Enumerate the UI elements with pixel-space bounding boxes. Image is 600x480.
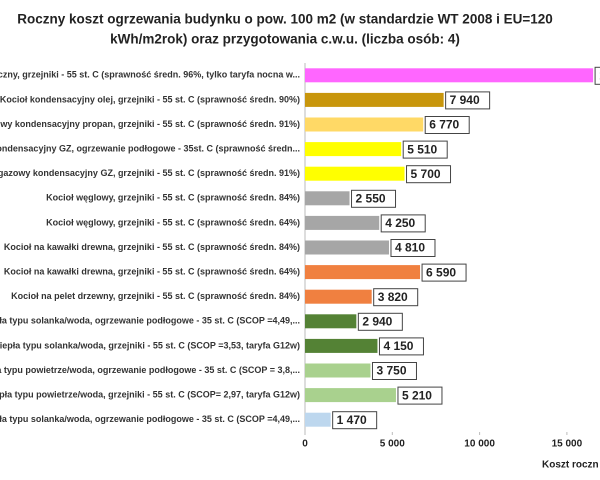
x-tick-label: 15 000: [552, 439, 583, 450]
bar: [305, 68, 594, 83]
category-label: Kocioł na pelet drzewny, grzejniki - 55 …: [11, 291, 300, 301]
chart-title: kWh/m2rok) oraz przygotowania c.w.u. (li…: [110, 32, 460, 47]
category-label: l gazowy kondensacyjny GZ, grzejniki - 5…: [0, 168, 300, 178]
chart-title: Roczny koszt ogrzewania budynku o pow. 1…: [17, 12, 553, 27]
value-label-box: [357, 312, 403, 331]
value-label: 7 940: [450, 93, 480, 107]
value-label-box: [380, 214, 426, 233]
bar: [305, 215, 380, 230]
value-label: 1 470: [337, 413, 367, 427]
value-label-box: [421, 263, 467, 282]
value-label: 5 700: [411, 167, 441, 181]
category-label: epła typu solanka/woda, ogrzewanie podło…: [0, 414, 300, 424]
value-label-box: [445, 91, 491, 110]
value-label: 5 510: [407, 142, 437, 156]
value-label-box: [594, 66, 600, 85]
category-label: Kocioł na kawałki drewna, grzejniki - 55…: [4, 266, 300, 276]
value-label: 3 750: [376, 364, 406, 378]
value-label: 4 250: [385, 216, 415, 230]
x-axis-label: Koszt roczn: [542, 460, 599, 471]
category-label: ciepła typu solanka/woda, ogrzewanie pod…: [0, 316, 300, 326]
value-label: 4 150: [383, 339, 413, 353]
bar: [305, 314, 357, 329]
bar: [305, 142, 402, 157]
x-tick-label: 0: [302, 439, 308, 450]
value-label: 5 210: [402, 388, 432, 402]
value-label: 6 590: [426, 265, 456, 279]
bar: [305, 240, 389, 255]
value-label: 3 820: [378, 290, 408, 304]
value-label-box: [406, 165, 452, 184]
value-label-box: [351, 189, 397, 208]
category-label: Kocioł kondensacyjny olej, grzejniki - 5…: [0, 94, 300, 104]
value-label-box: [424, 116, 470, 134]
x-tick-label: 10 000: [464, 439, 495, 450]
bar: [305, 338, 378, 353]
bar: [305, 412, 331, 427]
bar: [305, 117, 424, 132]
category-label: ciepła typu solanka/woda, grzejniki - 55…: [0, 340, 300, 350]
value-label: 2 550: [356, 191, 386, 205]
bar: [305, 363, 371, 378]
category-label: kondensacyjny GZ, ogrzewanie podłogowe -…: [0, 143, 300, 153]
bar: [305, 289, 372, 304]
category-label: Kocioł na kawałki drewna, grzejniki - 55…: [4, 242, 300, 252]
bar: [305, 265, 421, 280]
category-label: epła typu powietrze/woda, ogrzewanie pod…: [0, 365, 300, 375]
category-label: rczny, grzejniki - 55 st. C (sprawność ś…: [0, 70, 300, 80]
value-label-box: [371, 362, 417, 380]
value-label-box: [402, 140, 448, 159]
bar: [305, 388, 396, 403]
bar: [305, 166, 405, 181]
bar: [305, 191, 350, 206]
value-label-box: [373, 288, 419, 307]
category-label: Kocioł węglowy, grzejniki - 55 st. C (sp…: [46, 217, 300, 227]
bar: [305, 92, 444, 107]
value-label: 4 810: [395, 241, 425, 255]
category-label: epła typu powietrze/woda, grzejniki - 55…: [0, 389, 300, 399]
value-label: 2 940: [362, 314, 392, 328]
value-label-box: [378, 337, 424, 356]
category-label: Kocioł węglowy, grzejniki - 55 st. C (sp…: [46, 193, 300, 203]
value-label: 6 770: [429, 118, 459, 132]
x-tick-label: 5 000: [380, 439, 405, 450]
category-label: gazowy kondensacyjny propan, grzejniki -…: [0, 119, 300, 129]
value-label-box: [397, 386, 443, 405]
value-label-box: [390, 239, 436, 257]
value-label-box: [332, 411, 378, 430]
